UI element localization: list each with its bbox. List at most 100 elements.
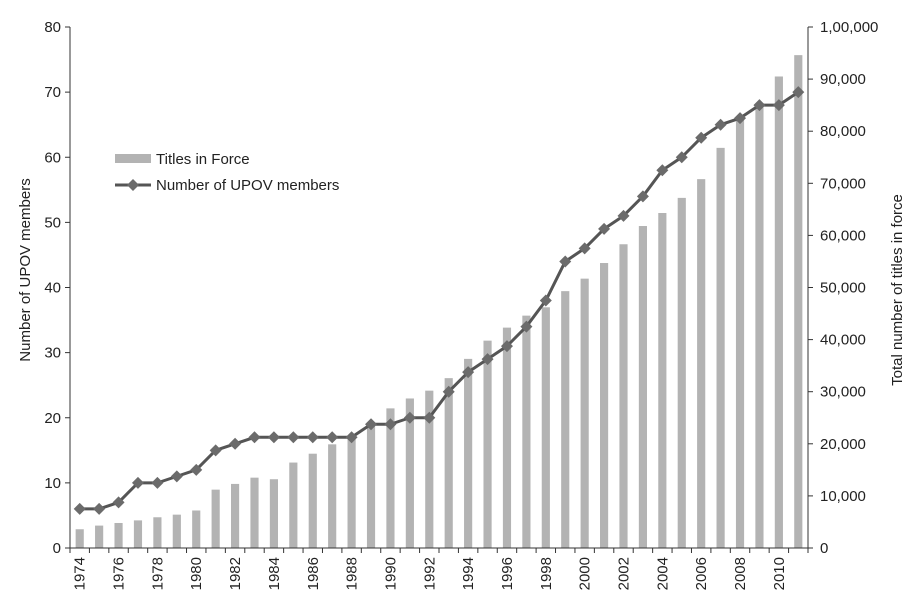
point-1995: [481, 353, 494, 366]
bar-1987: [328, 444, 337, 548]
x-tick-label: 2010: [771, 557, 788, 590]
point-1992: [423, 411, 436, 424]
bar-1995: [483, 340, 492, 548]
x-tick-label: 2008: [732, 557, 749, 590]
point-1981: [209, 444, 222, 457]
x-tick-label: 1998: [538, 557, 555, 590]
bar-1999: [561, 291, 570, 548]
point-2010: [772, 99, 785, 112]
bar-1974: [75, 529, 84, 548]
bar-1992: [425, 390, 434, 548]
point-2003: [636, 190, 649, 203]
bar-2007: [716, 147, 725, 548]
x-tick-label: 1990: [382, 557, 399, 590]
bar-1997: [522, 315, 531, 548]
x-tick-label: 2002: [616, 557, 633, 590]
x-tick-label: 1994: [460, 557, 477, 590]
bar-1982: [231, 483, 240, 548]
point-1991: [403, 411, 416, 424]
bar-1976: [114, 522, 123, 548]
bar-1996: [502, 327, 512, 548]
bar-1998: [541, 307, 550, 548]
point-1989: [365, 418, 378, 431]
point-2000: [578, 242, 591, 255]
point-1988: [345, 431, 358, 444]
y-right-tick-label: 40,000: [820, 332, 866, 349]
y-right-tick-label: 0: [820, 540, 828, 557]
point-2002: [617, 209, 630, 222]
y-right-tick-label: 80,000: [820, 123, 866, 140]
x-tick-label: 1976: [111, 557, 128, 590]
point-1985: [287, 431, 300, 444]
bars-group: [75, 55, 803, 549]
y-right-tick-label: 20,000: [820, 436, 866, 453]
bar-1979: [172, 514, 181, 548]
bar-2006: [697, 179, 706, 548]
y-right-tick-label: 10,000: [820, 488, 866, 505]
bar-2000: [580, 278, 589, 548]
point-1982: [229, 437, 242, 450]
bar-1994: [464, 358, 473, 548]
x-tick-label: 1986: [305, 557, 322, 590]
bar-2002: [619, 244, 628, 548]
point-1993: [442, 385, 455, 398]
bar-1977: [133, 520, 143, 548]
bar-1990: [386, 408, 395, 548]
bar-1984: [269, 479, 278, 548]
axes-group: 0 10 20 30 40 50 60 70 80 0 10,000 20,000 30,000 40,0…: [44, 19, 878, 590]
x-tick-label: 2004: [654, 557, 671, 590]
y-left-tick-label: 60: [44, 149, 61, 166]
point-2001: [598, 222, 611, 235]
y-right-tick-label: 1,00,000: [820, 19, 878, 36]
point-2008: [734, 112, 747, 125]
y-left-tick-label: 10: [44, 475, 61, 492]
point-1998: [539, 294, 552, 307]
point-1979: [170, 470, 183, 483]
y-right-tick-label: 30,000: [820, 384, 866, 401]
bar-1978: [153, 517, 162, 548]
bar-2010: [774, 76, 783, 549]
legend-label-upov-members: Number of UPOV members: [156, 177, 339, 194]
bar-2003: [638, 226, 647, 548]
y-axis-right-title: Total number of titles in force: [889, 194, 906, 386]
bar-2005: [677, 197, 686, 548]
point-2005: [675, 151, 688, 164]
x-tick-label: 2000: [577, 557, 594, 590]
point-1978: [151, 476, 164, 489]
bar-2008: [735, 119, 745, 548]
point-2009: [753, 99, 766, 112]
bar-1988: [347, 436, 356, 548]
point-1986: [306, 431, 319, 444]
point-1999: [559, 255, 572, 268]
bar-1983: [250, 477, 259, 548]
x-tick-label: 1996: [499, 557, 516, 590]
point-1997: [520, 320, 533, 333]
y-left-tick-label: 70: [44, 84, 61, 101]
bar-2009: [755, 103, 764, 548]
bar-2004: [658, 212, 667, 548]
point-1977: [131, 476, 144, 489]
x-tick-label: 1980: [188, 557, 205, 590]
point-1987: [326, 431, 339, 444]
legend: Titles in Force Number of UPOV members: [115, 151, 339, 194]
x-tick-label: 1984: [266, 557, 283, 590]
y-right-tick-label: 50,000: [820, 280, 866, 297]
point-1980: [190, 463, 203, 476]
point-1975: [93, 502, 106, 515]
y-left-tick-label: 50: [44, 214, 61, 231]
x-tick-label: 1982: [227, 557, 244, 590]
y-left-tick-label: 0: [53, 540, 61, 557]
point-1983: [248, 431, 261, 444]
point-1990: [384, 418, 397, 431]
bar-1993: [444, 378, 453, 548]
y-right-tick-label: 70,000: [820, 175, 866, 192]
point-1984: [267, 431, 280, 444]
bar-2011: [794, 55, 803, 548]
bar-1975: [95, 525, 104, 548]
point-2011: [792, 86, 805, 99]
y-left-tick-label: 30: [44, 345, 61, 362]
x-tick-label: 1978: [149, 557, 166, 590]
x-tick-label: 1988: [344, 557, 361, 590]
y-left-tick-label: 80: [44, 19, 61, 36]
